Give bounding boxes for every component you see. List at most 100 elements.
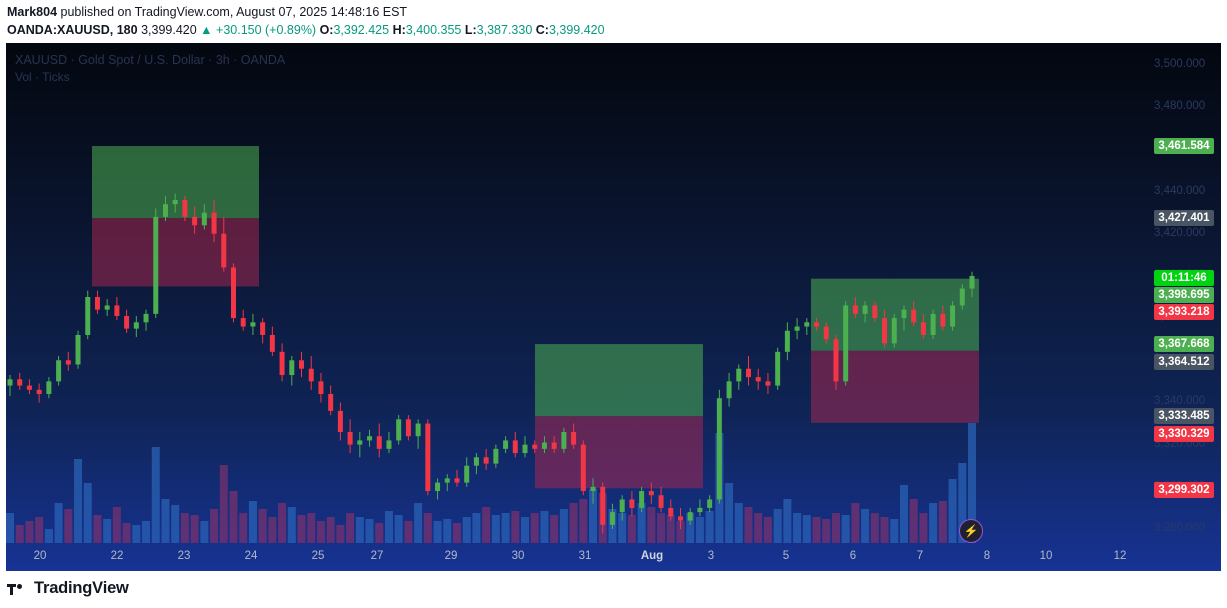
volume-bar	[511, 511, 520, 543]
time-axis-label: Aug	[640, 550, 664, 562]
tradingview-logo[interactable]: TradingView	[7, 579, 129, 598]
candle-body	[493, 448, 499, 464]
time-axis-label: 5	[782, 550, 790, 562]
volume-bar	[919, 513, 928, 543]
volume-bar	[559, 509, 568, 543]
volume-bar	[899, 485, 908, 543]
price-axis-tick: 3,420.000	[1154, 226, 1206, 239]
candle-body	[794, 326, 800, 331]
candle-body	[823, 326, 829, 340]
candle-body	[736, 368, 742, 382]
volume-bar	[822, 519, 831, 543]
chart-pane[interactable]: XAUUSD · Gold Spot / U.S. Dollar · 3h · …	[6, 43, 1221, 571]
candle-body	[882, 318, 888, 344]
price-axis-tick: 3,280.000	[1154, 522, 1206, 534]
candle-body	[153, 216, 159, 314]
candle-body	[444, 478, 450, 483]
time-axis-label: 23	[177, 550, 191, 562]
volume-bar	[6, 513, 14, 543]
candle-body	[299, 360, 305, 369]
high-value: 3,400.355	[405, 23, 462, 37]
candle-body	[143, 313, 149, 323]
lightning-icon[interactable]: ⚡	[959, 519, 983, 543]
volume-bar	[15, 525, 24, 543]
volume-bar	[103, 519, 112, 543]
volume-bar	[491, 515, 500, 543]
volume-bar	[452, 523, 461, 543]
candle-body	[435, 482, 441, 492]
candle-body	[930, 313, 936, 335]
candle-body	[512, 440, 518, 454]
volume-bar	[316, 521, 325, 543]
time-axis-label: 3	[707, 550, 715, 562]
volume-bar	[190, 515, 199, 543]
candle-body	[483, 457, 489, 464]
volume-bar	[326, 517, 335, 543]
volume-watermark: Vol · Ticks	[15, 70, 70, 84]
candle-body	[862, 305, 868, 314]
time-axis-label: 30	[511, 550, 525, 562]
brand-name: TradingView	[34, 579, 129, 597]
price-tag: 3,364.512	[1154, 354, 1214, 370]
volume-bar	[433, 521, 442, 543]
volume-bar	[968, 423, 976, 543]
price-tag: 3,398.695	[1154, 287, 1214, 303]
candle-body	[65, 360, 71, 365]
open-label: O:	[319, 23, 334, 37]
volume-bar	[74, 459, 83, 543]
volume-bar	[423, 513, 432, 543]
time-axis-label: 7	[916, 550, 924, 562]
candle-body	[600, 486, 606, 525]
volume-bar	[627, 515, 636, 543]
price-axis-tick: 3,440.000	[1154, 184, 1206, 197]
candle-body	[328, 394, 334, 411]
price-plot[interactable]	[6, 43, 1221, 571]
candle-body	[775, 351, 781, 386]
candle-body	[872, 305, 878, 319]
symbol-label: OANDA:XAUUSD, 180	[7, 23, 138, 37]
candle-body	[503, 440, 509, 449]
volume-bar	[210, 509, 219, 543]
volume-bar	[365, 519, 374, 543]
volume-bar	[258, 509, 267, 543]
candle-body	[522, 444, 528, 454]
volume-bar	[336, 525, 345, 543]
candle-body	[784, 330, 790, 352]
volume-bar	[25, 521, 34, 543]
candle-body	[114, 305, 120, 316]
open-value: 3,392.425	[333, 23, 390, 37]
candle-body	[609, 512, 615, 525]
candle-body	[56, 360, 62, 382]
candle-body	[911, 309, 917, 323]
volume-bar	[35, 517, 44, 543]
close-label: C:	[535, 23, 549, 37]
volume-bar	[676, 521, 685, 543]
candle-body	[104, 305, 110, 310]
close-value: 3,399.420	[548, 23, 605, 37]
author-name[interactable]: Mark804	[7, 5, 58, 19]
candle-body	[658, 495, 664, 508]
volume-bar	[695, 517, 704, 543]
publish-line: Mark804 published on TradingView.com, Au…	[7, 4, 605, 21]
candle-body	[755, 377, 761, 382]
volume-bar	[783, 499, 792, 543]
volume-bar	[530, 513, 539, 543]
volume-bar	[112, 507, 121, 543]
candle-body	[36, 389, 42, 395]
time-axis-label: 27	[370, 550, 384, 562]
price-tag: 3,333.485	[1154, 408, 1214, 424]
candle-body	[201, 212, 207, 226]
candle-body	[347, 431, 353, 445]
candle-body	[318, 381, 324, 395]
candle-body	[697, 507, 703, 513]
ohlc-line: OANDA:XAUUSD, 180 3,399.420 ▲ +30.150 (+…	[7, 22, 605, 39]
volume-bar	[861, 509, 870, 543]
profit-zone	[535, 344, 703, 417]
time-axis-label: 8	[983, 550, 991, 562]
candle-body	[308, 368, 314, 382]
price-tag: 3,299.302	[1154, 482, 1214, 498]
volume-bar	[248, 501, 257, 543]
candle-body	[473, 457, 479, 466]
volume-bar	[355, 517, 364, 543]
volume-bar	[404, 521, 413, 543]
